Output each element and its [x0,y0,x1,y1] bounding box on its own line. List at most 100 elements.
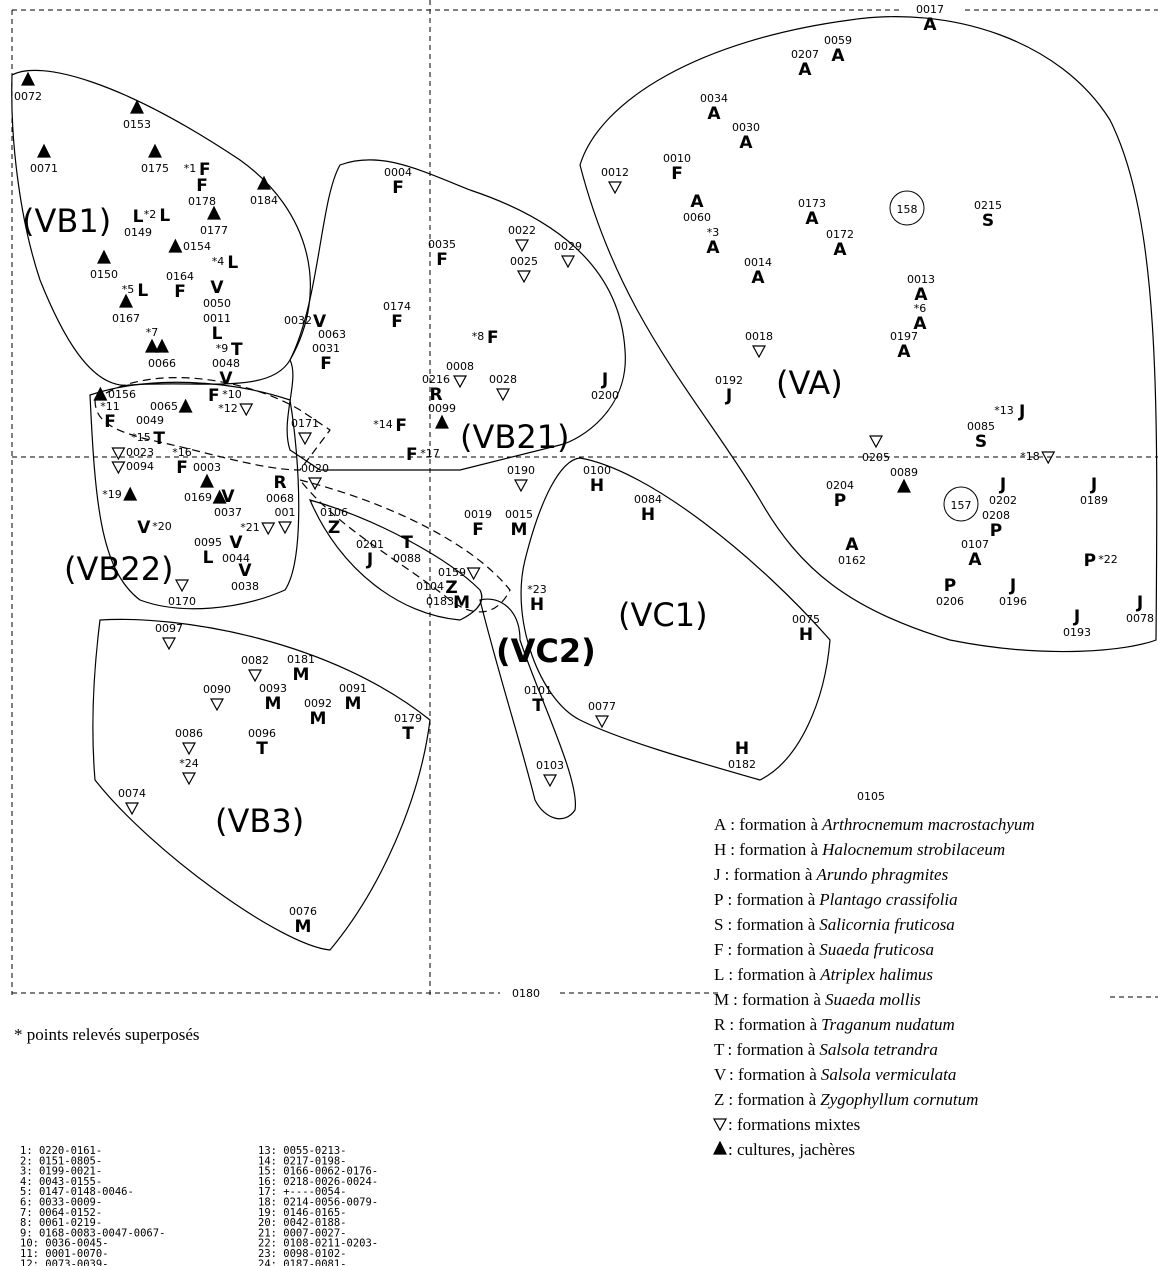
point-code: 0173 [798,197,826,210]
legend-species: Plantago crassifolia [818,890,957,909]
point-code: 0015 [505,508,533,521]
point-symbol: J [366,550,373,570]
point-code: 0154 [183,240,211,253]
legend-species: Salicornia fruticosa [819,915,955,934]
point-symbol: J [1136,593,1143,613]
point-code: 0012 [601,166,629,179]
point-symbol: P [990,521,1002,541]
point-code: 0082 [241,654,269,667]
culture-symbol [130,99,144,114]
point-code: 0170 [168,595,196,608]
legend-label: : formations mixtes [728,1115,860,1134]
point-code: *22 [1098,553,1118,566]
point-code: *24 [179,757,199,770]
point-symbol: F [176,458,188,478]
point-code: 0104 [416,580,444,593]
legend-label: : formation à [729,1065,817,1084]
point-symbol: S [982,211,994,231]
culture-symbol [93,386,108,401]
point-symbol: F [487,328,499,348]
culture-symbol [119,293,133,308]
point-code: 0177 [200,224,228,237]
group-outlines [11,16,1158,951]
point-code: 0049 [136,414,164,427]
point-symbol: P [944,576,956,596]
point-symbol: A [690,192,704,212]
point-symbol: J [601,370,608,390]
culture-symbol [435,414,449,429]
culture-symbol [145,338,159,353]
point-code: 0207 [791,48,819,61]
overlap-entry: 8: 0061-0219- [20,1217,102,1229]
legend-species: Arthrocnemum macrostachyum [821,815,1035,834]
legend-label: : cultures, jachères [728,1140,855,1159]
point-code: 0200 [591,389,619,402]
point-code: 0031 [312,342,340,355]
point-symbol: M [265,694,282,714]
point-symbol: R [273,473,286,493]
legend-entry: H: formation à Halocnemum strobilaceum [714,840,1005,859]
overlap-entry: 1: 0220-0161- [20,1145,102,1157]
point-code: *17 [420,447,440,460]
mixed-symbol [514,239,530,253]
point-code: 0072 [14,90,42,103]
point-code: *19 [102,488,122,501]
point-code: 0019 [464,508,492,521]
point-code: *13 [994,404,1014,417]
point-symbol: A [913,314,927,334]
point-symbol: F [395,416,407,436]
point-symbol: T [402,724,414,744]
point-code: 0060 [683,211,711,224]
mixed-symbol [513,479,529,493]
point-code: 0097 [155,622,183,635]
culture-symbol [168,238,183,253]
culture-symbol [97,249,111,264]
point-symbol: A [845,535,859,555]
point-code: 0028 [489,373,517,386]
point-symbol: F [199,160,211,180]
point-code: 0183 [426,595,454,608]
culture-symbol [123,486,138,501]
point-code: 0153 [123,118,151,131]
point-symbol: J [1090,475,1097,495]
point-symbol: A [897,342,911,362]
point-symbol: M [345,694,362,714]
legend-label: : formation à [733,990,821,1009]
legend-entry: : formations mixtes [728,1115,860,1134]
point-symbol: L [212,324,223,344]
point-symbol: H [641,505,655,525]
point-symbol: A [833,240,847,260]
point-code: 0030 [732,121,760,134]
point-code: 0149 [124,226,152,239]
point-code: 0204 [826,479,854,492]
point-code: 0014 [744,256,772,269]
point-code: 0025 [510,255,538,268]
point-symbol: L [133,207,144,227]
legend-label: : formation à [728,965,816,984]
point-symbol: A [706,238,720,258]
point-symbol: P [1084,551,1096,571]
point-symbol: F [196,176,208,196]
point-code: 0017 [916,3,944,16]
mixed-symbol [239,403,254,417]
mixed-symbol [560,255,576,269]
legend-label: : formation à [728,1040,816,1059]
legend-entry: A: formation à Arthrocnemum macrostachyum [714,815,1035,834]
point-code: 0205 [862,451,890,464]
overlap-entry: 21: 0007-0027- [258,1227,347,1239]
point-code: 0197 [890,330,918,343]
mixed-symbol [466,567,481,581]
point-code: 0175 [141,162,169,175]
point-code: 0192 [715,374,743,387]
point-code: 0004 [384,166,412,179]
mixed-symbol [261,522,276,536]
point-symbol: M [310,709,327,729]
legend-entry: R: formation à Traganum nudatum [714,1015,955,1034]
overlap-entry: 18: 0214-0056-0079- [258,1197,378,1209]
legend-entry: P: formation à Plantago crassifolia [714,890,958,909]
point-symbol: M [511,520,528,540]
overlap-entry: 17: +----0054- [258,1186,347,1198]
point-symbol: V [221,487,235,507]
overlap-entry: 3: 0199-0021- [20,1166,102,1178]
